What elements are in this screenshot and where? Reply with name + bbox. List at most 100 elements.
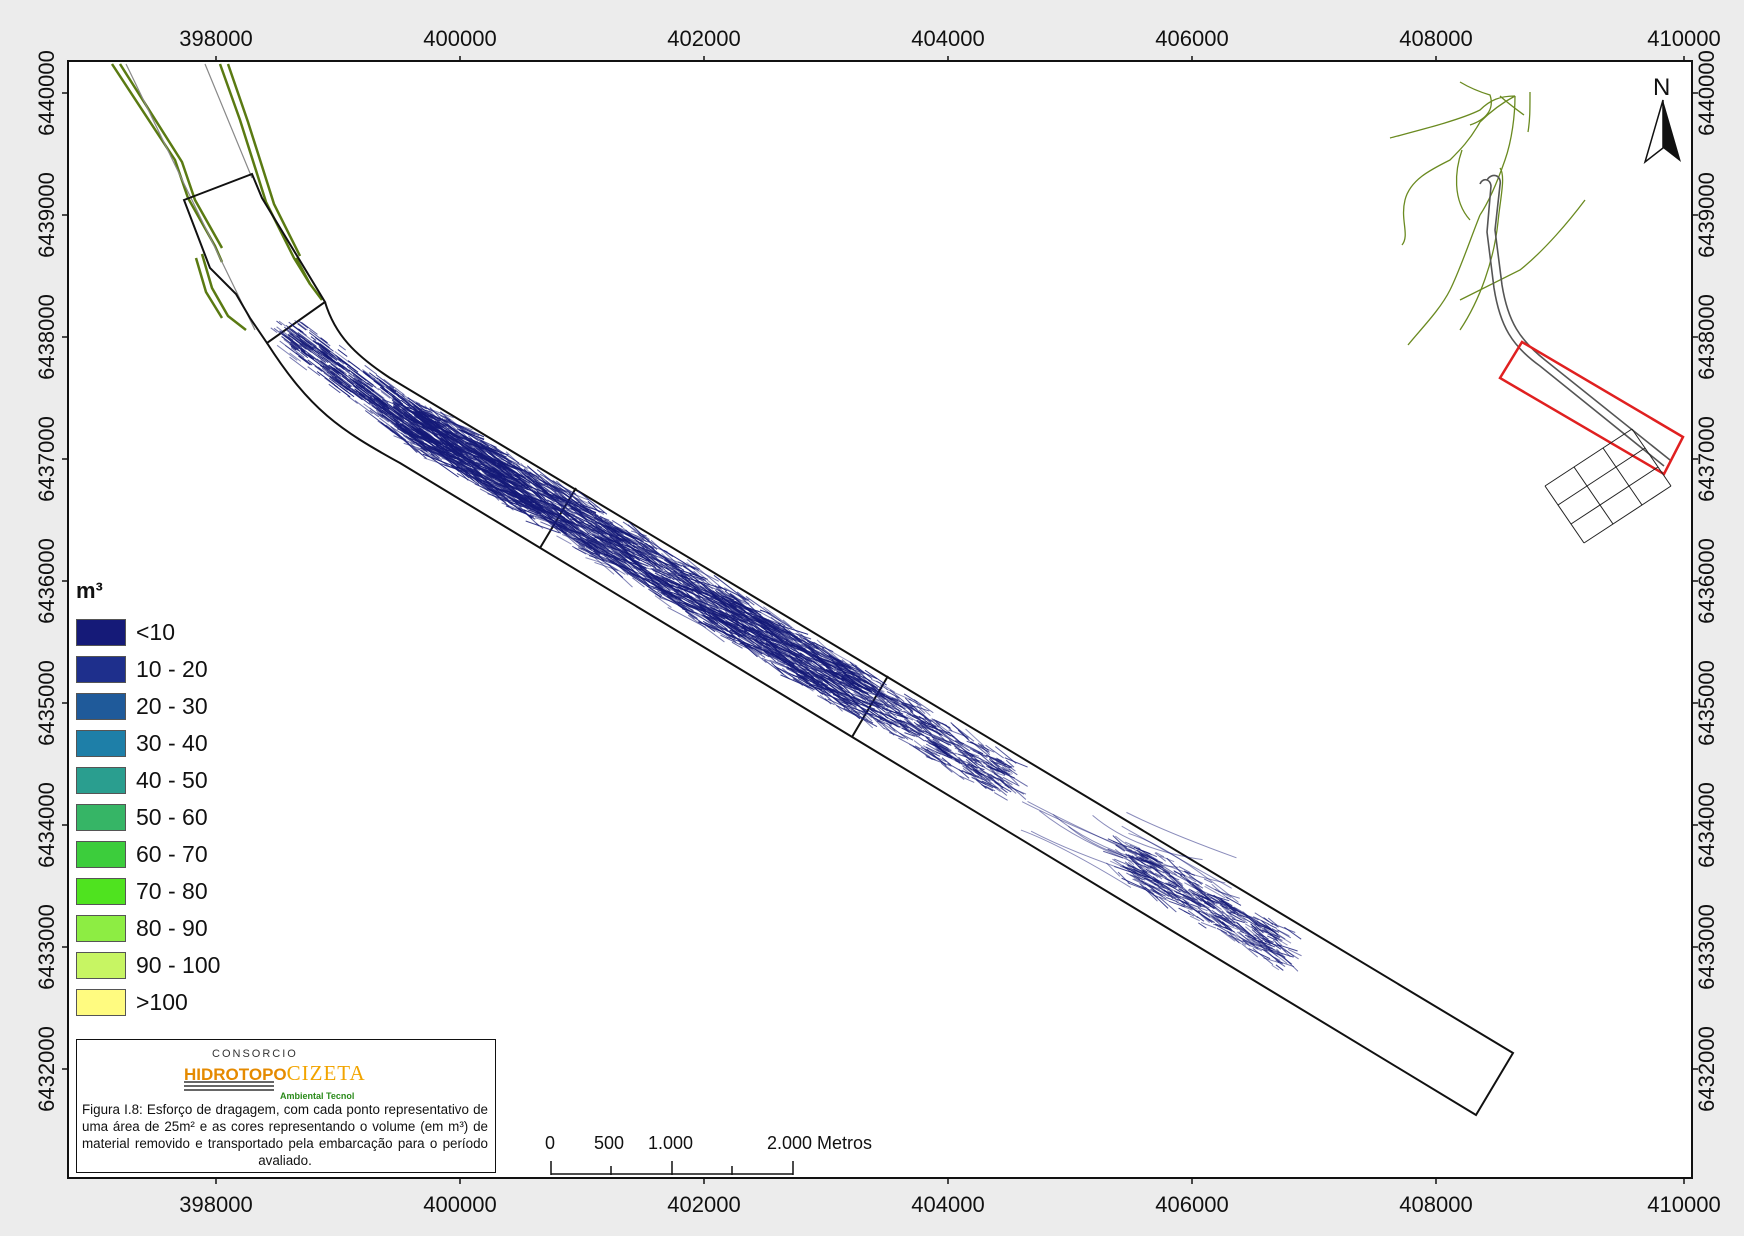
dredge-point — [1263, 957, 1282, 964]
dredge-point — [761, 657, 805, 675]
dredge-point — [1242, 940, 1259, 949]
dredge-point — [890, 722, 902, 728]
dredge-point — [876, 692, 898, 706]
dredge-point — [328, 354, 338, 362]
dredge-point — [335, 367, 345, 375]
dredge-point — [297, 332, 317, 347]
dredge-point — [722, 603, 749, 630]
dredge-point — [1204, 885, 1226, 899]
dredge-point — [816, 658, 836, 672]
dredge-point — [299, 343, 307, 350]
dredge-point — [307, 359, 325, 373]
legend-swatch — [76, 656, 126, 683]
dredge-point — [994, 792, 1008, 801]
dredge-point — [736, 591, 755, 606]
dredge-point — [1142, 850, 1158, 858]
dredge-point — [593, 516, 610, 525]
dredge-point — [632, 577, 645, 588]
approach-line-2 — [204, 63, 253, 179]
dredge-point — [712, 591, 722, 598]
dredge-point — [964, 772, 979, 779]
dredge-point — [962, 765, 977, 777]
dredge-point — [605, 550, 642, 571]
dredge-point — [1119, 865, 1142, 875]
dredge-point — [1251, 929, 1268, 943]
dredge-point — [351, 388, 358, 393]
dredge-point — [572, 532, 595, 541]
dredge-point — [424, 416, 433, 425]
dredge-point — [1256, 946, 1268, 952]
dredge-point — [598, 522, 615, 536]
legend-label: 50 - 60 — [136, 804, 208, 830]
dredge-point — [875, 698, 895, 708]
dredge-point — [1117, 871, 1130, 884]
dredge-point — [297, 323, 307, 331]
dredge-point — [1173, 890, 1196, 901]
dredge-point — [1193, 881, 1204, 889]
dredge-point — [1275, 964, 1284, 971]
legend-swatch — [76, 878, 126, 905]
dredge-point — [585, 546, 600, 556]
dredge-point — [571, 507, 604, 535]
legend-title: m³ — [76, 578, 103, 603]
dredge-point — [489, 447, 520, 468]
dredge-point — [370, 398, 387, 411]
dredge-point — [549, 483, 578, 504]
dredge-point — [552, 515, 572, 524]
dredge-point — [379, 413, 390, 422]
dredge-point — [1219, 902, 1232, 915]
dredge-point — [389, 417, 402, 427]
dredge-point — [650, 555, 689, 577]
dredge-point — [975, 779, 987, 790]
legend-item: <10 — [76, 614, 276, 651]
dredge-point — [367, 382, 374, 388]
y-tick-left-6435000: 6435000 — [34, 660, 59, 746]
dredge-point — [932, 719, 941, 725]
dredge-point — [761, 642, 771, 646]
dredge-point — [989, 768, 999, 776]
dredge-point — [1187, 910, 1199, 919]
dredge-point — [598, 554, 615, 563]
dredge-track — [1114, 835, 1226, 884]
dredge-point — [575, 505, 589, 514]
dredge-point — [928, 725, 955, 738]
dredge-point — [357, 379, 366, 387]
dredge-point — [761, 626, 774, 638]
dredge-point — [318, 345, 327, 353]
dredge-point — [322, 365, 336, 376]
dredge-point — [1179, 892, 1202, 908]
dredge-point — [367, 397, 387, 412]
dredge-point — [788, 673, 798, 678]
dredge-point — [925, 743, 946, 757]
dredge-point — [1005, 759, 1015, 768]
dredge-point — [664, 590, 681, 601]
legend-item: 30 - 40 — [76, 725, 276, 762]
dredge-point — [339, 385, 355, 398]
dredge-point — [935, 729, 944, 737]
dredge-point — [850, 667, 865, 675]
dredge-point — [889, 689, 905, 703]
dredge-point — [1126, 872, 1144, 883]
dredge-point — [1218, 919, 1229, 928]
dredge-point — [656, 576, 689, 598]
dredge-track — [1027, 801, 1138, 856]
dredge-point — [925, 736, 945, 754]
dredge-point — [507, 466, 527, 483]
dredge-point — [354, 400, 373, 415]
dredge-point — [558, 503, 591, 523]
dredge-point — [985, 761, 1011, 776]
dredge-point — [381, 386, 389, 393]
dredge-point — [746, 616, 765, 634]
dredge-point — [676, 600, 691, 612]
dredge-point — [665, 577, 681, 586]
dredge-point — [1252, 916, 1269, 925]
dredge-point — [989, 756, 1006, 766]
dredge-point — [373, 397, 390, 410]
dredge-point — [677, 561, 700, 570]
dredge-point — [390, 422, 407, 435]
dredge-point — [1274, 923, 1296, 933]
dredge-point — [1244, 942, 1263, 952]
dredge-point — [380, 391, 391, 399]
dredge-point — [1160, 884, 1172, 892]
dredge-point — [346, 379, 354, 385]
